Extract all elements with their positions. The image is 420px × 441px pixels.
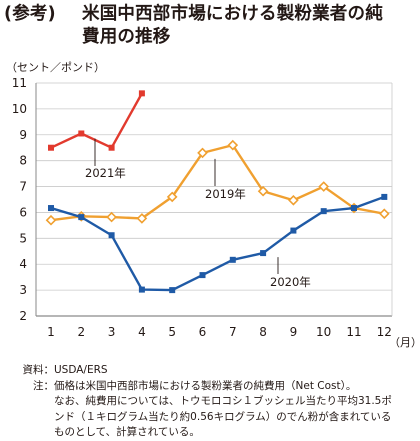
- y-axis-unit-label: （セント／ポンド）: [6, 61, 105, 74]
- note-line-3: ンド（１キログラム当たり約0.56キログラム）のでん粉が含まれている: [54, 410, 392, 423]
- series-label: 2019年: [205, 187, 246, 201]
- data-point: [199, 272, 206, 279]
- title-line-2: 費用の推移: [82, 27, 171, 47]
- data-point: [45, 214, 57, 226]
- x-tick-label: 12: [377, 325, 392, 339]
- series-lines: [45, 90, 390, 294]
- data-point: [138, 90, 145, 97]
- series-1: [45, 139, 390, 226]
- source-label: 資料：: [22, 364, 55, 376]
- data-point: [197, 147, 208, 159]
- x-tick-label: 8: [259, 325, 267, 339]
- x-tick-label: 11: [346, 325, 361, 339]
- x-axis-unit-label: （月）: [389, 336, 420, 349]
- x-tick-label: 6: [199, 325, 207, 339]
- data-point: [320, 208, 327, 215]
- series-line: [50, 195, 385, 292]
- y-tick-label: 10: [12, 102, 27, 116]
- x-tick-label: 9: [290, 325, 298, 339]
- y-tick-label: 4: [19, 257, 27, 271]
- x-tick-label: 4: [138, 325, 146, 339]
- y-tick-label: 7: [19, 180, 27, 194]
- x-tick-labels: 1 2 3 4 5 6 7 8 9 10 11 12: [47, 325, 392, 339]
- notes-block: 資料： USDA/ERS 注： 価格は米国中西部市場における製粉業者の純費用（N…: [4, 363, 418, 441]
- x-tick-label: 3: [108, 325, 116, 339]
- series-label: 2020年: [270, 275, 311, 289]
- data-point: [106, 211, 117, 223]
- data-point: [108, 144, 115, 151]
- data-point: [78, 214, 85, 221]
- series-2: [48, 193, 388, 294]
- data-point: [290, 227, 297, 234]
- series-0: [48, 90, 145, 151]
- data-point: [351, 205, 357, 212]
- note-line-4: ものとして、計算されている。: [54, 426, 200, 438]
- y-tick-label: 9: [19, 128, 27, 142]
- data-point: [381, 193, 388, 200]
- data-point: [288, 194, 299, 206]
- data-point: [48, 205, 54, 212]
- data-point: [166, 191, 178, 203]
- series-line: [50, 92, 143, 149]
- x-tick-label: 5: [168, 325, 176, 339]
- data-point: [229, 256, 236, 263]
- y-tick-label: 8: [19, 154, 27, 168]
- note-line-2: なお、純費用については、トウモロコシ１ブッシェル当たり平均31.5ポ: [54, 395, 392, 407]
- y-tick-labels: 2 3 4 5 6 7 8 9 10 11: [12, 76, 27, 323]
- x-tick-label: 1: [47, 325, 55, 339]
- title-tag: (参考): [4, 4, 56, 24]
- x-tick-label: 2: [77, 325, 85, 339]
- y-tick-label: 2: [19, 309, 27, 323]
- data-point: [78, 130, 85, 137]
- data-point: [108, 232, 115, 239]
- note-line-1: 価格は米国中西部市場における製粉業者の純費用（Net Cost）。: [54, 379, 357, 392]
- series-labels: 2021年 2019年 2020年: [85, 138, 311, 289]
- data-point: [227, 139, 239, 151]
- data-point: [378, 208, 390, 220]
- y-tick-label: 3: [19, 283, 27, 297]
- x-tick-label: 7: [229, 325, 237, 339]
- data-point: [318, 181, 330, 192]
- data-point: [257, 185, 269, 197]
- data-point: [138, 286, 145, 293]
- source-text: USDA/ERS: [54, 364, 108, 376]
- y-tick-label: 5: [19, 231, 27, 245]
- x-tick-label: 10: [316, 325, 331, 339]
- y-tick-label: 11: [12, 76, 27, 90]
- data-point: [48, 144, 54, 151]
- note-label: 注：: [33, 379, 54, 392]
- series-label: 2021年: [85, 166, 126, 180]
- y-tick-label: 6: [19, 205, 27, 219]
- chart-title: (参考) 米国中西部市場における製粉業者の純 費用の推移: [4, 3, 418, 49]
- data-point: [260, 250, 267, 257]
- title-line-1: 米国中西部市場における製粉業者の純: [82, 4, 383, 24]
- data-point: [136, 213, 148, 224]
- data-point: [169, 287, 176, 294]
